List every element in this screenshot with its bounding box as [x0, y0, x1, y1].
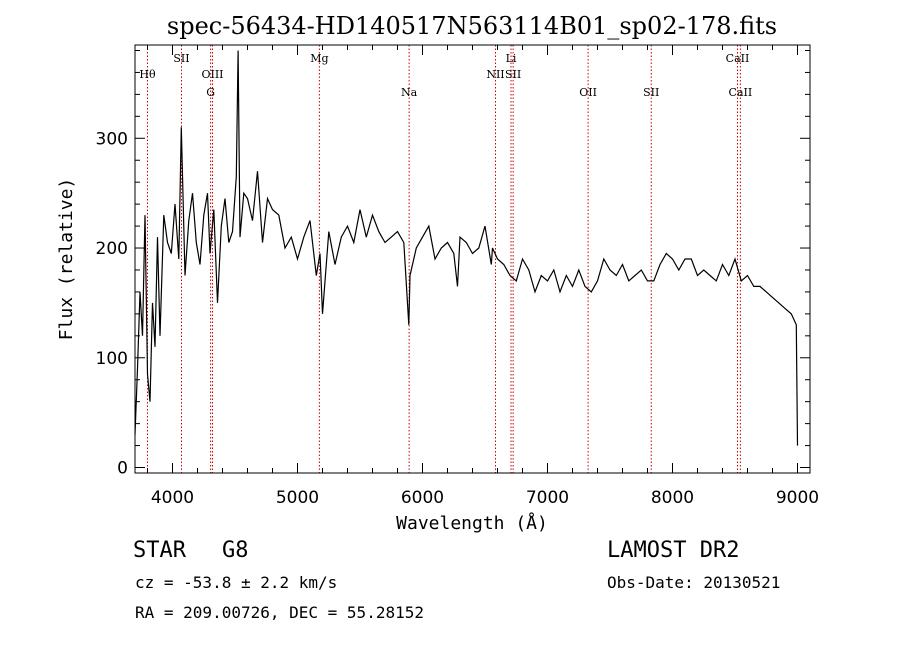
- observation-date: Obs-Date: 20130521: [607, 573, 781, 592]
- spectral-line-label: CaII: [726, 52, 750, 65]
- spectral-line-label: OIII: [201, 68, 223, 81]
- survey-name: LAMOST DR2: [607, 538, 740, 563]
- spectral-line-label: OII: [579, 86, 597, 99]
- spectral-line-label: Hθ: [139, 68, 156, 81]
- x-tick-label: 7000: [526, 488, 569, 508]
- y-tick-label: 300: [96, 129, 128, 149]
- y-tick-label: 0: [117, 459, 128, 479]
- object-class: STAR: [133, 538, 186, 563]
- spectral-line-label: NII: [486, 68, 504, 81]
- x-tick-label: 6000: [401, 488, 444, 508]
- y-axis-label: Flux (relative): [56, 178, 77, 341]
- spectral-line-label: Mg: [310, 52, 328, 65]
- spectral-line-label: G: [206, 86, 215, 99]
- spectral-line-label: CaII: [729, 86, 753, 99]
- x-axis-label: Wavelength (Å): [396, 512, 548, 534]
- y-tick-label: 200: [96, 239, 128, 259]
- y-axis-ticks: 0 100 200 300: [96, 49, 810, 479]
- x-tick-label: 8000: [651, 488, 694, 508]
- plot-frame: [134, 44, 811, 474]
- x-tick-label: 4000: [151, 488, 194, 508]
- spectral-line-markers: [147, 45, 741, 473]
- spectral-line-label: SII: [643, 86, 659, 99]
- spectral-line-label: Na: [401, 86, 418, 99]
- x-axis-ticks: 4000 5000 6000 7000 8000 9000: [147, 45, 819, 508]
- spectral-line-label: SII: [173, 52, 189, 65]
- object-subclass: G8: [221, 538, 249, 563]
- redshift-velocity: cz = -53.8 ± 2.2 km/s: [135, 573, 338, 592]
- x-tick-label: 9000: [776, 488, 819, 508]
- spectrum-line: [134, 50, 799, 446]
- spectral-line-label: SII: [505, 68, 521, 81]
- spectral-line-label: Li: [506, 52, 517, 65]
- object-classification: STAR G8: [133, 538, 248, 563]
- x-tick-label: 5000: [276, 488, 319, 508]
- y-tick-label: 100: [96, 349, 128, 369]
- sky-coordinates: RA = 209.00726, DEC = 55.28152: [135, 603, 424, 622]
- chart-title: spec-56434-HD140517N563114B01_sp02-178.f…: [167, 12, 777, 40]
